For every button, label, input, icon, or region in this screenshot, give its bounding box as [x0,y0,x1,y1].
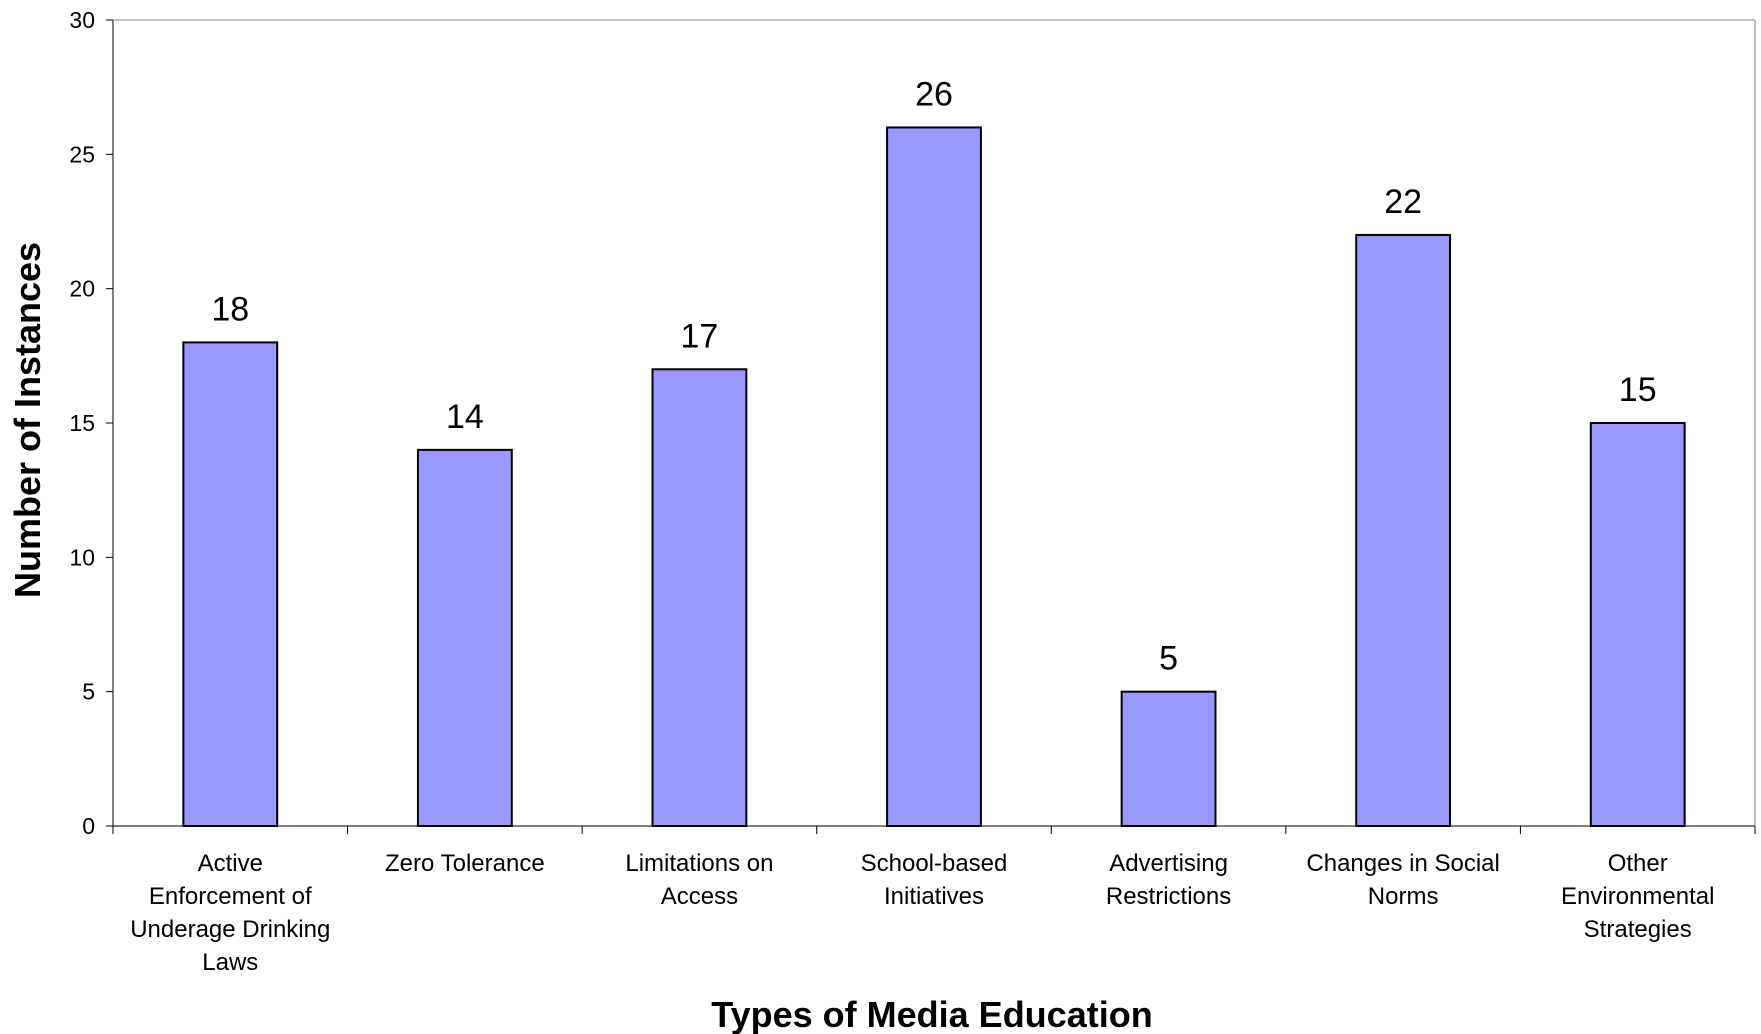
x-tick-label-line: Limitations on [625,850,773,877]
data-label: 15 [1619,371,1657,409]
x-tick-label-line: Environmental [1561,883,1714,910]
x-tick-label-line: Underage Drinking [130,916,330,943]
x-tick-label: Active Enforcement of Underage Drinking Law… [130,850,330,976]
x-tick-label-line: Restrictions [1106,883,1231,910]
y-tick-label: 20 [69,276,95,302]
x-tick-label-line: Initiatives [884,883,984,910]
bar [1589,422,1686,827]
x-axis-title: Types of Media Education [711,994,1152,1034]
data-label: 18 [211,290,249,328]
x-tick-label-line: Advertising [1109,850,1228,877]
x-tick-label-line: Strategies [1584,916,1692,943]
bar [1355,233,1452,827]
x-tick-label: Other Environmental Strategies [1561,850,1714,943]
axes: 0 5 10 15 20 25 30 Active Enforcement of Underage… [69,7,1756,976]
x-tick-label: Changes in Social Norms [1306,850,1499,910]
bar [416,448,513,827]
x-tick-label: Advertising Restrictions [1106,850,1231,910]
data-label: 14 [446,398,484,436]
y-tick-label: 25 [69,141,95,167]
bar [886,126,982,827]
bar [182,341,279,827]
x-tick-label: School-based Initiatives [861,850,1008,910]
y-tick-label: 30 [69,7,95,33]
x-tick-label-line: Other [1608,850,1668,877]
y-axis-title: Number of Instances [7,242,48,598]
data-label: 5 [1159,640,1178,678]
bars [182,126,1686,828]
y-tick-label: 5 [82,679,95,705]
x-tick-label-line: Changes in Social [1306,850,1499,877]
x-tick-label-line: Active [198,850,263,877]
y-tick-label: 15 [69,410,95,436]
data-label: 26 [915,75,953,113]
y-tick-label: 0 [82,813,95,839]
x-tick-label-line: Access [661,883,738,910]
x-tick-label-line: Laws [202,949,258,976]
bar [1120,690,1217,828]
data-labels: 18 14 17 26 5 22 15 [211,75,1656,677]
x-tick-label-line: Enforcement of [149,883,312,910]
x-tick-label: Zero Tolerance [385,850,545,877]
x-tick-label-line: School-based [861,850,1008,877]
data-label: 17 [681,317,719,355]
x-tick-label-line: Norms [1368,883,1439,910]
bar [651,368,748,827]
x-tick-label-line: Zero Tolerance [385,850,545,877]
data-label: 22 [1384,183,1422,221]
y-tick-label: 10 [69,544,95,570]
x-tick-label: Limitations on Access [625,850,773,910]
